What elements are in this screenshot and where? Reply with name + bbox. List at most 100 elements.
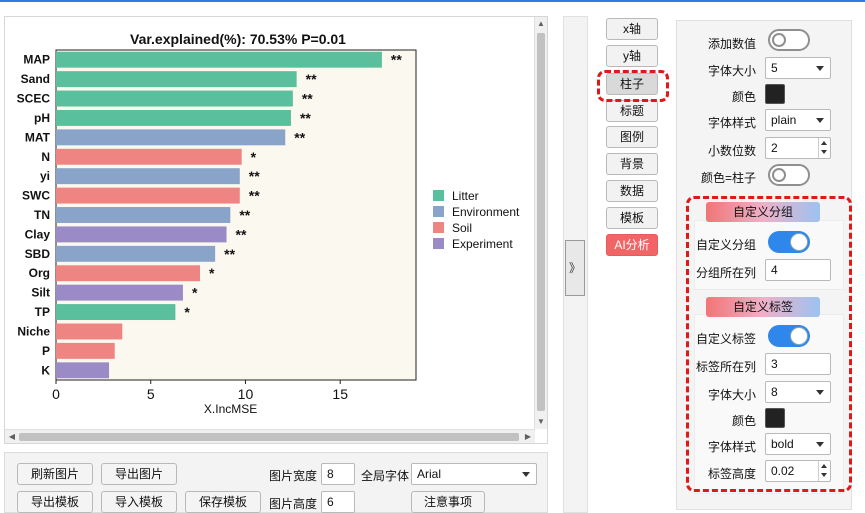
bar-SWC: [56, 187, 240, 204]
refresh-image-button[interactable]: 刷新图片: [17, 463, 93, 485]
significance-label-TN: **: [239, 207, 250, 223]
custom-group-toggle[interactable]: [768, 231, 810, 253]
significance-label-MAT: **: [294, 129, 305, 145]
scroll-down-arrow[interactable]: ▼: [537, 417, 545, 426]
tab-title[interactable]: 标题: [606, 100, 658, 122]
export-template-button[interactable]: 导出模板: [17, 491, 93, 513]
bar-yi: [56, 168, 240, 185]
label-column-input[interactable]: 3: [765, 353, 831, 375]
toggle-knob: [772, 33, 786, 47]
legend-swatch-Experiment: [433, 238, 444, 249]
decimals-input[interactable]: 2: [765, 137, 831, 159]
category-label-N: N: [41, 150, 50, 164]
spin-up-icon[interactable]: [821, 141, 827, 145]
add-value-toggle[interactable]: [768, 29, 810, 51]
spin-down-icon[interactable]: [821, 150, 827, 154]
bar-MAP: [56, 51, 382, 68]
horizontal-scrollbar[interactable]: ◀ ▶: [5, 429, 535, 443]
decimals-value: 2: [771, 141, 778, 155]
add-value-label: 添加数值: [707, 37, 756, 51]
category-label-Sand: Sand: [21, 72, 50, 86]
toggle-knob: [772, 168, 786, 182]
image-height-input[interactable]: 6: [321, 491, 355, 513]
font-size-label: 字体大小: [707, 64, 756, 78]
group-column-input[interactable]: 4: [765, 259, 831, 281]
label-font-style-select[interactable]: bold: [765, 433, 831, 455]
legend-swatch-Soil: [433, 222, 444, 233]
chevron-down-icon: [816, 442, 824, 447]
bar-SBD: [56, 245, 216, 262]
chevron-down-icon: [816, 66, 824, 71]
significance-label-MAP: **: [391, 52, 402, 68]
notes-button[interactable]: 注意事项: [411, 491, 485, 513]
horizontal-scroll-thumb[interactable]: [19, 433, 519, 441]
save-template-button[interactable]: 保存模板: [185, 491, 261, 513]
tab-bars[interactable]: 柱子: [606, 73, 658, 95]
label-color-swatch[interactable]: [765, 408, 785, 428]
spin-down-icon[interactable]: [821, 473, 827, 477]
tab-data[interactable]: 数据: [606, 180, 658, 202]
tab-ai-analysis[interactable]: AI分析: [606, 234, 658, 256]
export-image-button[interactable]: 导出图片: [101, 463, 177, 485]
tab-template[interactable]: 模板: [606, 207, 658, 229]
custom-group-section-title: 自定义分组: [706, 202, 820, 222]
bottom-controls: 刷新图片 导出图片 导出模板 导入模板 保存模板 图片宽度 8 图片高度 6 全…: [4, 452, 548, 513]
image-width-input[interactable]: 8: [321, 463, 355, 485]
chevron-down-icon: [816, 118, 824, 123]
legend-label-Experiment: Experiment: [452, 237, 513, 251]
toggle-knob: [790, 327, 808, 345]
significance-label-SBD: **: [224, 246, 235, 262]
category-label-yi: yi: [40, 169, 50, 183]
bar-Silt: [56, 284, 183, 301]
vertical-scroll-thumb[interactable]: [537, 33, 545, 411]
font-size-select[interactable]: 5: [765, 57, 831, 79]
collapse-panel-button[interactable]: 》: [565, 240, 585, 296]
value-color-swatch[interactable]: [765, 84, 785, 104]
label-font-style-label: 字体样式: [707, 440, 756, 454]
legend-label-Environment: Environment: [452, 205, 520, 219]
chart-title: Var.explained(%): 70.53% P=0.01: [130, 31, 346, 47]
label-height-input[interactable]: 0.02: [765, 460, 831, 482]
tab-x-axis[interactable]: x轴: [606, 18, 658, 40]
decimals-spinner[interactable]: [818, 138, 830, 158]
label-color-label: 颜色: [731, 414, 756, 428]
color-eq-bar-toggle[interactable]: [768, 164, 810, 186]
significance-label-SCEC: **: [302, 91, 313, 107]
bar-Sand: [56, 71, 297, 88]
custom-label-label: 自定义标签: [696, 332, 757, 346]
custom-group-label: 自定义分组: [696, 238, 757, 252]
global-font-select[interactable]: Arial: [411, 463, 537, 485]
x-axis-label: X.IncMSE: [204, 402, 257, 416]
bar-TN: [56, 207, 231, 223]
tab-legend[interactable]: 图例: [606, 126, 658, 148]
scroll-right-arrow[interactable]: ▶: [524, 432, 532, 441]
chevron-down-icon: [816, 390, 824, 395]
legend-swatch-Environment: [433, 206, 444, 217]
vertical-scrollbar[interactable]: ▲ ▼: [534, 17, 547, 429]
significance-label-Org: *: [209, 265, 215, 281]
category-label-P: P: [42, 344, 50, 358]
window-top-accent: [0, 0, 865, 2]
tab-y-axis[interactable]: y轴: [606, 45, 658, 67]
legend-label-Soil: Soil: [452, 221, 472, 235]
color-label: 颜色: [731, 90, 756, 104]
category-label-SCEC: SCEC: [17, 92, 51, 106]
significance-label-pH: **: [300, 110, 311, 126]
label-font-style-value: bold: [771, 437, 794, 451]
label-font-size-select[interactable]: 8: [765, 381, 831, 403]
label-font-size-value: 8: [771, 385, 778, 399]
import-template-button[interactable]: 导入模板: [101, 491, 177, 513]
scroll-up-arrow[interactable]: ▲: [537, 19, 545, 28]
custom-label-toggle[interactable]: [768, 325, 810, 347]
category-label-SBD: SBD: [25, 247, 51, 261]
scroll-left-arrow[interactable]: ◀: [8, 432, 16, 441]
font-style-select[interactable]: plain: [765, 109, 831, 131]
tab-background[interactable]: 背景: [606, 153, 658, 175]
significance-label-Sand: **: [306, 71, 317, 87]
bar-Org: [56, 265, 200, 282]
spin-up-icon[interactable]: [821, 464, 827, 468]
significance-label-Silt: *: [192, 285, 198, 301]
category-label-pH: pH: [34, 111, 50, 125]
label-height-spinner[interactable]: [818, 461, 830, 481]
